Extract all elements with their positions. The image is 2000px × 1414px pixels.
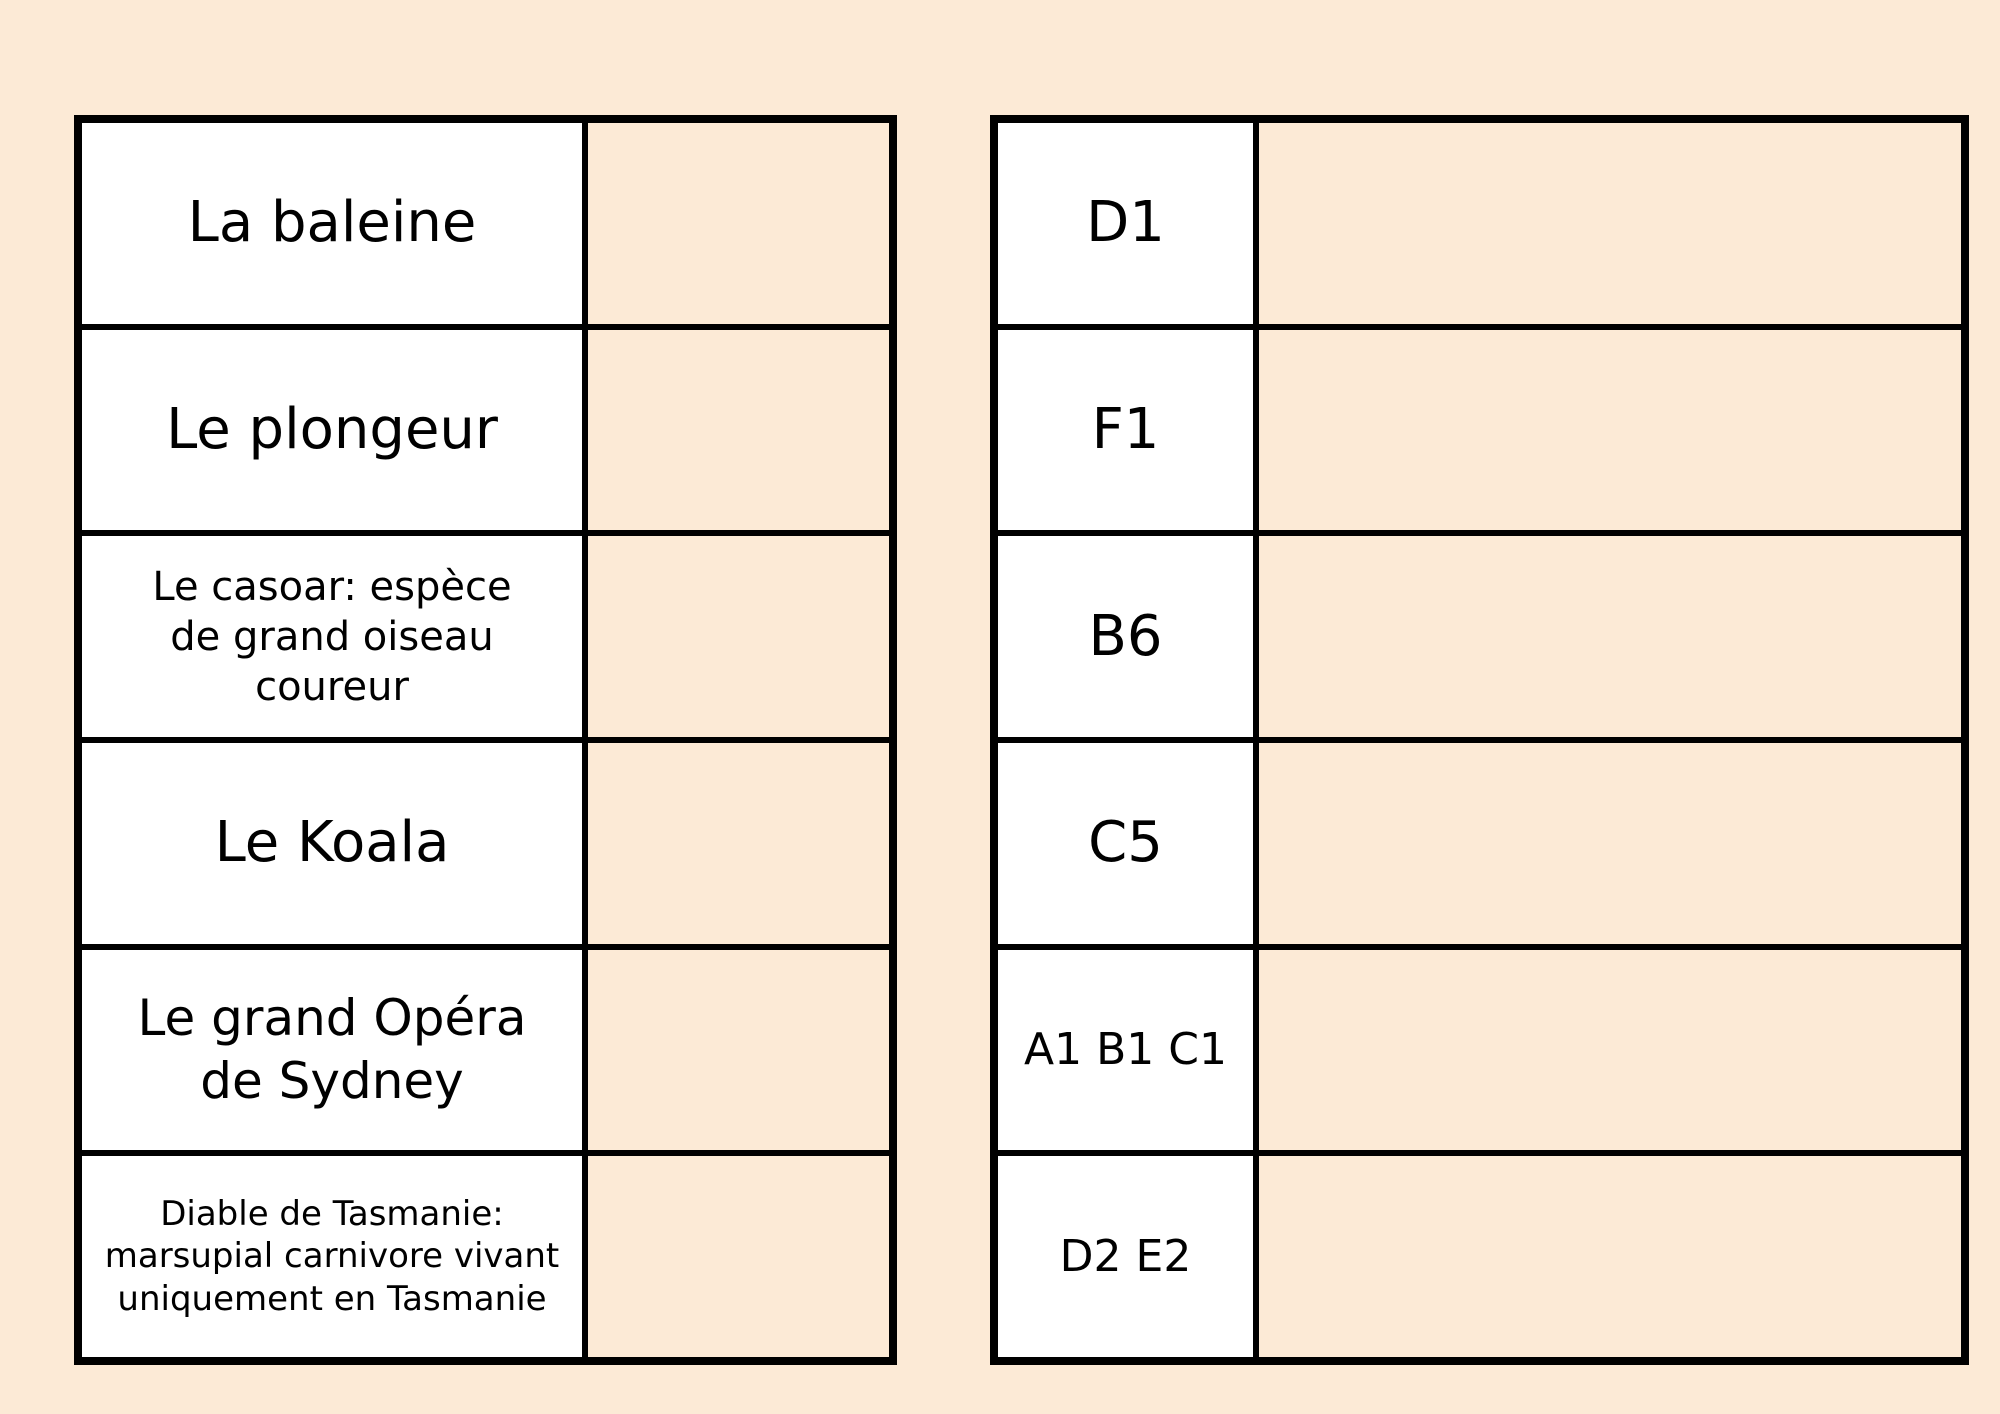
code-cell: B6 [998, 536, 1253, 737]
answer-cell[interactable] [588, 949, 889, 1151]
answer-cell[interactable] [1259, 949, 1961, 1151]
answer-cell[interactable] [588, 1156, 889, 1357]
answer-cell[interactable] [1259, 743, 1961, 944]
code-cell: D2 E2 [998, 1156, 1253, 1357]
answer-cell[interactable] [1259, 329, 1961, 531]
code-cell: F1 [998, 329, 1253, 531]
answer-cell[interactable] [1259, 1156, 1961, 1357]
code-cell: A1 B1 C1 [998, 949, 1253, 1151]
clue-cell: Le plongeur [82, 329, 582, 531]
clue-cell: Diable de Tasmanie: marsupial carnivore … [82, 1156, 582, 1357]
clue-cell: Le grand Opéra de Sydney [82, 949, 582, 1151]
answer-cell[interactable] [588, 743, 889, 944]
answer-cell[interactable] [1259, 123, 1961, 324]
code-cell: C5 [998, 743, 1253, 944]
code-cell: D1 [998, 123, 1253, 324]
answer-cell[interactable] [588, 536, 889, 737]
clue-cell: La baleine [82, 123, 582, 324]
answer-cell[interactable] [588, 123, 889, 324]
answer-cell[interactable] [1259, 536, 1961, 737]
answer-cell[interactable] [588, 329, 889, 531]
clue-cell: Le Koala [82, 743, 582, 944]
clues-table: La baleine Le plongeur Le casoar: espèce… [74, 115, 897, 1365]
codes-table: D1 F1 B6 C5 A1 B1 C1 D2 E2 [990, 115, 1969, 1365]
clue-cell: Le casoar: espèce de grand oiseau coureu… [82, 536, 582, 737]
